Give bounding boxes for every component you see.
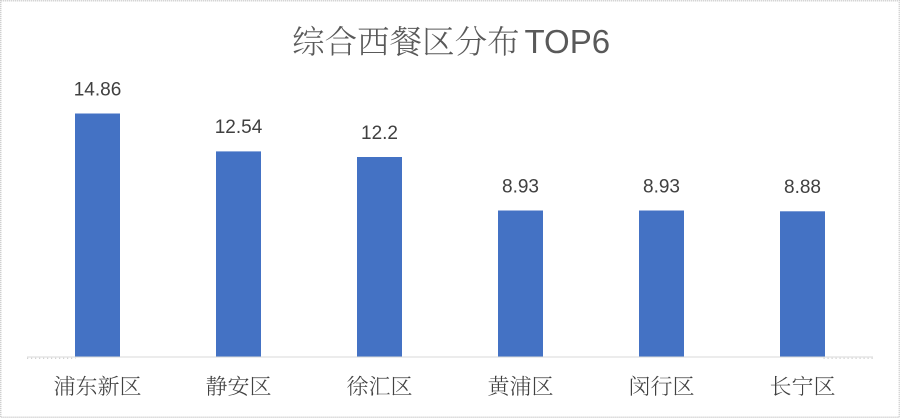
svg-text:8.88: 8.88 xyxy=(784,177,821,198)
svg-text:12.2: 12.2 xyxy=(361,123,398,144)
svg-text:12.54: 12.54 xyxy=(215,117,263,138)
svg-text:8.93: 8.93 xyxy=(643,176,680,197)
svg-text:14.86: 14.86 xyxy=(74,79,122,100)
svg-text:8.93: 8.93 xyxy=(502,176,539,197)
svg-text:TOP6: TOP6 xyxy=(525,23,611,60)
